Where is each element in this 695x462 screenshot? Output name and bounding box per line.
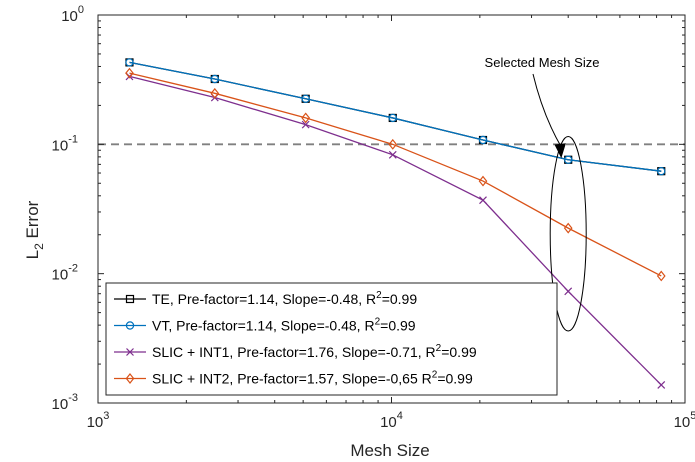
data-point xyxy=(657,166,666,176)
legend-entry: TE, Pre-factor=1.14, Slope=-0.48, R2=0.9… xyxy=(114,290,417,307)
x-tick-label: 105 xyxy=(674,410,695,431)
series-line xyxy=(129,61,662,172)
y-tick-label: 10-2 xyxy=(52,263,78,284)
y-axis-label-sub: 2 xyxy=(32,243,46,250)
series-4 xyxy=(125,67,666,282)
data-point xyxy=(479,196,487,205)
x-tick-label-exponent: 3 xyxy=(103,410,109,422)
legend-marker xyxy=(125,294,135,304)
legend-label-text: SLIC + INT2, Pre-factor=1.57, Slope=-0,6… xyxy=(152,371,432,387)
data-point xyxy=(301,112,311,124)
y-tick-label: 100 xyxy=(61,4,84,25)
legend-label-text: VT, Pre-factor=1.14, Slope=-0.48, R xyxy=(152,318,375,334)
y-tick-label-base: 10 xyxy=(52,137,69,154)
y-tick-label-base: 10 xyxy=(52,267,69,284)
legend-marker xyxy=(126,348,134,356)
x-tick-label-base: 10 xyxy=(87,414,104,431)
legend-label-text-end: =0.99 xyxy=(382,291,418,307)
legend-box xyxy=(105,282,558,396)
data-point xyxy=(301,120,310,129)
legend-label-text: SLIC + INT1, Pre-factor=1.76, Slope=-0.7… xyxy=(152,344,436,360)
annotation-text: Selected Mesh Size xyxy=(485,55,600,70)
legend-label-text-end: =0.99 xyxy=(437,371,473,387)
x-axis-label: Mesh Size xyxy=(350,441,429,460)
x-tick-label-exponent: 4 xyxy=(397,410,403,422)
data-point xyxy=(210,87,220,99)
data-point xyxy=(388,138,398,150)
y-tick-label-base: 10 xyxy=(61,8,78,25)
data-point xyxy=(210,74,219,84)
y-tick-label-exponent: -2 xyxy=(68,263,78,275)
legend-label: VT, Pre-factor=1.14, Slope=-0.48, R2=0.9… xyxy=(152,317,416,334)
legend-marker xyxy=(125,321,135,330)
legend-label-superscript: 2 xyxy=(432,370,438,381)
y-tick-label-exponent: 0 xyxy=(78,4,84,16)
series-layer xyxy=(125,58,666,389)
data-point xyxy=(564,287,573,296)
annotation-arrow-head xyxy=(554,143,566,159)
x-tick-label-exponent: 5 xyxy=(690,410,695,422)
legend-label-superscript: 2 xyxy=(375,317,381,328)
data-point xyxy=(125,58,134,67)
legend-entry: VT, Pre-factor=1.14, Slope=-0.48, R2=0.9… xyxy=(114,317,416,334)
x-tick-label-base: 10 xyxy=(380,414,397,431)
y-tick-label-base: 10 xyxy=(52,396,69,413)
x-tick-label-base: 10 xyxy=(674,414,691,431)
data-point xyxy=(563,222,573,234)
data-point xyxy=(125,67,134,79)
data-point xyxy=(564,155,573,164)
legend-entry: SLIC + INT2, Pre-factor=1.57, Slope=-0,6… xyxy=(114,370,473,387)
data-point xyxy=(657,380,666,389)
legend-entry: SLIC + INT1, Pre-factor=1.76, Slope=-0.7… xyxy=(114,343,477,360)
data-point xyxy=(388,113,397,123)
data-point xyxy=(478,175,488,187)
data-point xyxy=(656,270,666,282)
series-line xyxy=(129,72,662,277)
data-point xyxy=(301,94,310,103)
legend-label: SLIC + INT2, Pre-factor=1.57, Slope=-0,6… xyxy=(152,370,473,387)
y-tick-label-exponent: -3 xyxy=(68,392,78,404)
legend-label-text-end: =0.99 xyxy=(380,318,416,334)
legend-label-superscript: 2 xyxy=(376,290,382,301)
legend-label-superscript: 2 xyxy=(436,343,442,354)
x-tick-label: 103 xyxy=(87,410,110,431)
data-point xyxy=(478,135,488,145)
legend-marker xyxy=(125,373,135,384)
x-tick-label: 104 xyxy=(380,410,403,431)
y-tick-label: 10-1 xyxy=(52,133,78,154)
legend-label: TE, Pre-factor=1.14, Slope=-0.48, R2=0.9… xyxy=(152,290,417,307)
y-axis-label-rest: Error xyxy=(23,200,42,243)
selection-ellipse xyxy=(549,135,587,332)
annotation-layer: Selected Mesh Size xyxy=(485,55,600,332)
y-axis-label-main: L xyxy=(23,250,42,259)
legend-label: SLIC + INT1, Pre-factor=1.76, Slope=-0.7… xyxy=(152,343,477,360)
y-tick-label-exponent: -1 xyxy=(68,133,78,145)
legend-label-text-end: =0.99 xyxy=(441,344,477,360)
series-2 xyxy=(125,58,666,176)
y-tick-label: 10-3 xyxy=(52,392,78,413)
data-point xyxy=(388,150,397,159)
legend-label-text: TE, Pre-factor=1.14, Slope=-0.48, R xyxy=(152,291,376,307)
annotation-arrow-line xyxy=(532,73,562,148)
legend: TE, Pre-factor=1.14, Slope=-0.48, R2=0.9… xyxy=(105,282,558,396)
y-axis-label: L2 Error xyxy=(23,200,46,259)
